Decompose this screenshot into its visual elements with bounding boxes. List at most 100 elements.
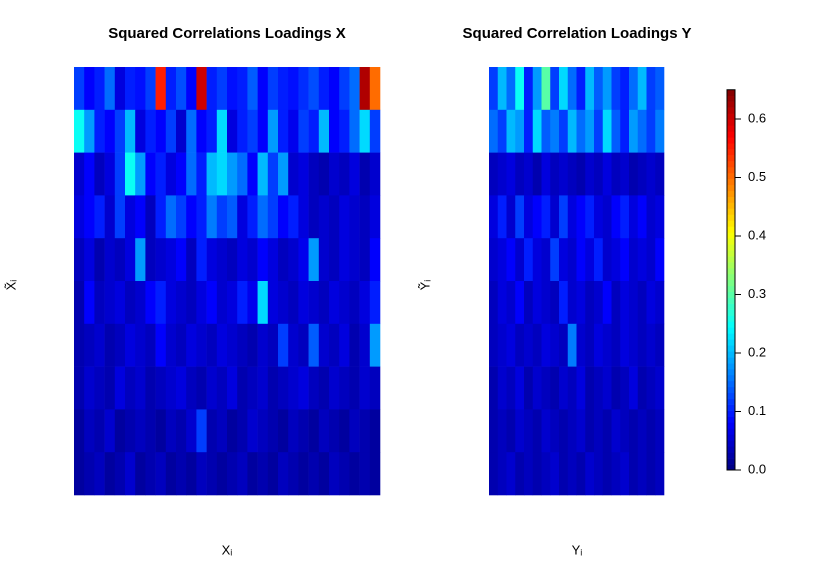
heat-cell [506, 195, 516, 239]
colorbar-step [727, 184, 735, 192]
heat-cell [165, 452, 177, 496]
heat-cell [186, 152, 197, 196]
x-axis-label: Xᵢ [222, 542, 233, 557]
heat-cell [237, 109, 248, 153]
colorbar-step [727, 238, 735, 245]
heat-cell [74, 366, 85, 410]
heat-cell [104, 195, 116, 239]
heat-cell [227, 109, 238, 153]
heat-cell [532, 67, 542, 111]
heat-cell [196, 152, 207, 196]
heat-cell [541, 409, 551, 453]
heat-cell [155, 366, 167, 410]
heat-cell [206, 366, 218, 410]
heat-cell [257, 452, 269, 496]
heat-cell [84, 238, 95, 282]
heat-cell [567, 67, 577, 111]
heat-cell [206, 409, 218, 453]
heat-cell [637, 109, 647, 153]
heat-cell [308, 67, 320, 111]
heat-cell [369, 109, 381, 153]
heat-cell [125, 152, 136, 196]
heat-cell [637, 281, 647, 325]
heat-cell [532, 452, 542, 496]
heat-cell [145, 409, 156, 453]
heat-cell [646, 323, 656, 367]
heat-cell [339, 452, 350, 496]
colorbar-step [727, 166, 735, 174]
heat-cell [216, 67, 228, 111]
heat-cell [567, 152, 577, 196]
heat-cell [339, 152, 350, 196]
heat-cell [257, 409, 269, 453]
heat-cell [196, 67, 207, 111]
heat-cell [620, 366, 630, 410]
heat-cell [329, 152, 340, 196]
heat-cell [532, 323, 542, 367]
colorbar-step [727, 190, 735, 197]
heat-cell [237, 452, 248, 496]
heat-cell [155, 452, 167, 496]
x-axis-label: Yᵢ [572, 542, 583, 557]
heat-cell [84, 109, 95, 153]
heat-cell [186, 366, 197, 410]
heat-cell [655, 323, 665, 367]
heat-cell [646, 195, 656, 239]
heat-cell [497, 67, 507, 111]
heat-cell [349, 67, 360, 111]
heat-cell [559, 152, 569, 196]
y-axis-label: Ỹᵢ [417, 280, 432, 291]
colorbar-step [727, 285, 735, 293]
heat-cell [655, 366, 665, 410]
heat-cell [298, 323, 309, 367]
heat-cell [594, 67, 604, 111]
heat-cell [329, 452, 340, 496]
heat-cell [104, 323, 116, 367]
heat-cell [655, 195, 665, 239]
colorbar-step [727, 273, 735, 281]
heat-cell [298, 152, 309, 196]
colorbar-step [727, 351, 735, 358]
heat-cell [541, 238, 551, 282]
heat-cell [646, 409, 656, 453]
heat-cell [602, 109, 612, 153]
heat-cell [585, 109, 595, 153]
heat-cell [165, 67, 177, 111]
heat-cell [114, 323, 126, 367]
heat-cell [247, 195, 258, 239]
heat-cell [267, 67, 279, 111]
heat-cell [611, 152, 621, 196]
heat-cell [237, 238, 248, 282]
heat-cell [247, 109, 258, 153]
heat-cell [541, 281, 551, 325]
heat-cell [515, 109, 525, 153]
heat-cell [145, 238, 156, 282]
heat-cell [646, 281, 656, 325]
heat-cell [532, 238, 542, 282]
colorbar-step [727, 392, 735, 400]
heat-cell [611, 323, 621, 367]
heat-cell [329, 366, 340, 410]
heat-cell [655, 281, 665, 325]
heat-cell [216, 238, 228, 282]
heat-cell [288, 281, 299, 325]
heat-cell [655, 109, 665, 153]
heat-cell [308, 281, 320, 325]
heat-cell [585, 67, 595, 111]
colorbar-step [727, 309, 735, 316]
heat-cell [186, 409, 197, 453]
chart-title: Squared Correlation Loadings Y [463, 25, 692, 42]
heat-cell [359, 323, 371, 367]
heat-cell [186, 109, 197, 153]
heat-cell [155, 323, 167, 367]
heat-cell [135, 452, 146, 496]
heat-cell [602, 281, 612, 325]
heat-cell [308, 109, 320, 153]
heat-cell [216, 452, 228, 496]
heat-cell [155, 67, 167, 111]
heat-cell [550, 452, 560, 496]
heat-cell [497, 409, 507, 453]
heat-cell [176, 195, 187, 239]
heat-cell [135, 195, 146, 239]
heat-cell [176, 366, 187, 410]
